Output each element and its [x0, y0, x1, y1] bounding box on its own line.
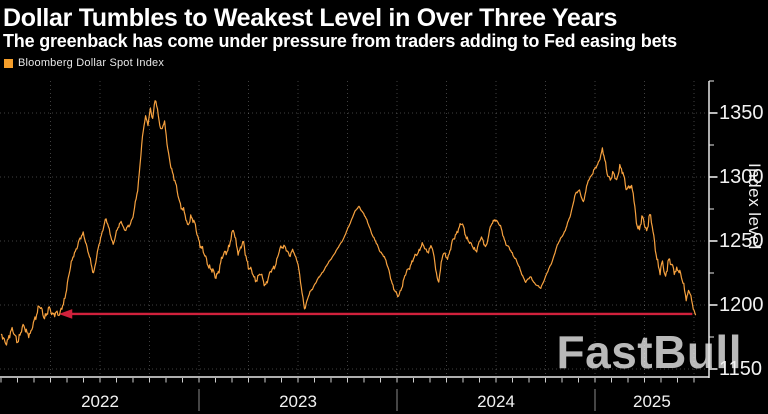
legend: Bloomberg Dollar Spot Index	[4, 56, 164, 70]
gridlines	[0, 81, 708, 377]
axes	[0, 80, 718, 411]
low-level-arrow	[58, 309, 693, 319]
page-title: Dollar Tumbles to Weakest Level in Over …	[3, 4, 618, 32]
page-subtitle: The greenback has come under pressure fr…	[3, 31, 677, 51]
legend-swatch	[4, 58, 13, 68]
y-axis-title: Index level	[745, 163, 764, 250]
dollar-index-series	[0, 100, 697, 346]
legend-label: Bloomberg Dollar Spot Index	[18, 57, 165, 69]
